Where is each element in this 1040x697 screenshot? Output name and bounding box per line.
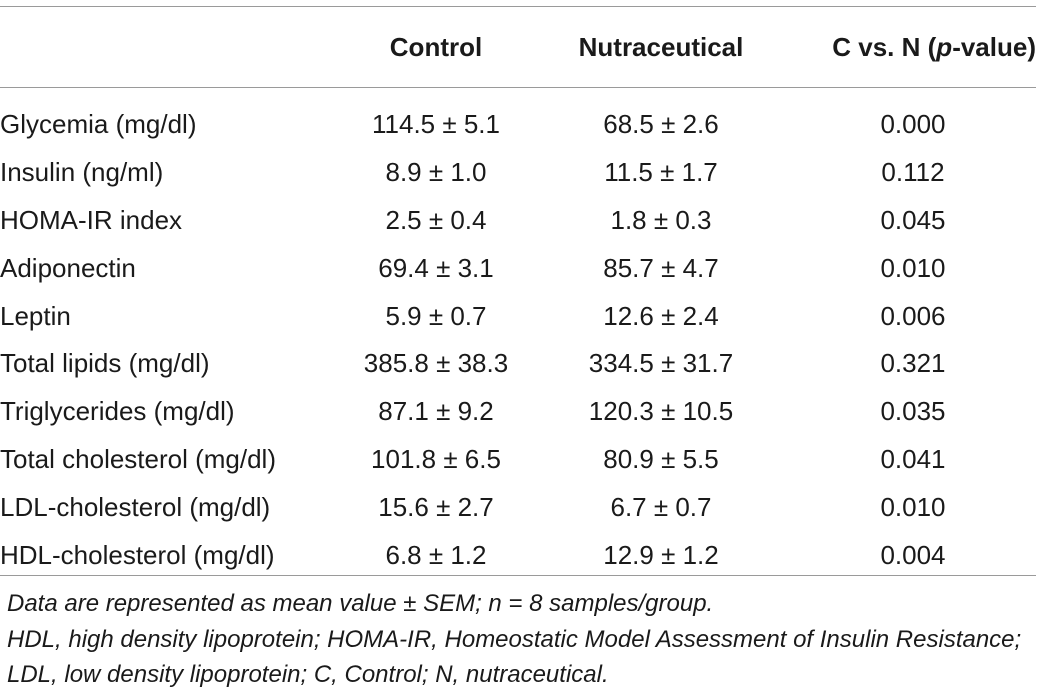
header-nutraceutical: Nutraceutical bbox=[578, 31, 744, 62]
row-label: Adiponectin bbox=[0, 252, 136, 283]
nutraceutical-value: 6.7 ± 0.7 bbox=[610, 491, 712, 522]
control-value: 101.8 ± 6.5 bbox=[371, 443, 501, 474]
header-comparison-suffix: -value) bbox=[952, 31, 1036, 62]
row-label: LDL-cholesterol (mg/dl) bbox=[0, 491, 271, 522]
p-value: 0.112 bbox=[881, 157, 945, 188]
control-value: 114.5 ± 5.1 bbox=[372, 109, 500, 140]
control-value: 87.1 ± 9.2 bbox=[378, 396, 494, 427]
p-value: 0.004 bbox=[880, 539, 946, 570]
row-label: Glycemia (mg/dl) bbox=[0, 109, 197, 140]
table-row: Total lipids (mg/dl) 385.8 ± 38.3 334.5 … bbox=[0, 340, 1036, 388]
header-rule bbox=[0, 87, 1036, 88]
header-comparison-p: p bbox=[936, 31, 953, 62]
nutraceutical-value: 12.6 ± 2.4 bbox=[603, 300, 719, 331]
p-value: 0.000 bbox=[880, 109, 946, 140]
nutraceutical-value: 68.5 ± 2.6 bbox=[603, 109, 719, 140]
p-value: 0.006 bbox=[880, 300, 946, 331]
control-value: 69.4 ± 3.1 bbox=[378, 252, 494, 283]
header-comparison-prefix: C vs. N ( bbox=[832, 31, 937, 62]
row-label: Leptin bbox=[0, 300, 71, 331]
control-value: 15.6 ± 2.7 bbox=[378, 491, 494, 522]
p-value: 0.010 bbox=[880, 491, 946, 522]
nutraceutical-value: 85.7 ± 4.7 bbox=[603, 252, 719, 283]
p-value: 0.035 bbox=[880, 396, 946, 427]
bottom-rule bbox=[0, 575, 1036, 576]
table-row: Total cholesterol (mg/dl) 101.8 ± 6.5 80… bbox=[0, 436, 1036, 484]
nutraceutical-value: 80.9 ± 5.5 bbox=[603, 443, 719, 474]
nutraceutical-value: 11.5 ± 1.7 bbox=[604, 157, 718, 188]
table-row: Adiponectin 69.4 ± 3.1 85.7 ± 4.7 0.010 bbox=[0, 244, 1036, 292]
table-row: Glycemia (mg/dl) 114.5 ± 5.1 68.5 ± 2.6 … bbox=[0, 87, 1036, 149]
header-label bbox=[0, 7, 340, 87]
nutraceutical-value: 12.9 ± 1.2 bbox=[603, 539, 719, 570]
control-value: 385.8 ± 38.3 bbox=[363, 348, 509, 379]
table-row: Insulin (ng/ml) 8.9 ± 1.0 11.5 ± 1.7 0.1… bbox=[0, 149, 1036, 197]
row-label: HDL-cholesterol (mg/dl) bbox=[0, 539, 275, 570]
p-value: 0.010 bbox=[880, 252, 946, 283]
table-footnote: Data are represented as mean value ± SEM… bbox=[7, 586, 1037, 693]
nutraceutical-value: 334.5 ± 31.7 bbox=[588, 348, 734, 379]
results-table: Control Nutraceutical C vs. N (p-value) … bbox=[0, 7, 1036, 579]
row-label: Total lipids (mg/dl) bbox=[0, 348, 210, 379]
footnote-line-2: HDL, high density lipoprotein; HOMA-IR, … bbox=[7, 625, 1022, 689]
p-value: 0.321 bbox=[880, 348, 946, 379]
table-body: Glycemia (mg/dl) 114.5 ± 5.1 68.5 ± 2.6 … bbox=[0, 87, 1036, 579]
nutraceutical-value: 120.3 ± 10.5 bbox=[588, 396, 734, 427]
table-row: Leptin 5.9 ± 0.7 12.6 ± 2.4 0.006 bbox=[0, 292, 1036, 340]
p-value: 0.045 bbox=[880, 204, 946, 235]
footnote-line-1: Data are represented as mean value ± SEM… bbox=[7, 590, 714, 617]
table-row: HDL-cholesterol (mg/dl) 6.8 ± 1.2 12.9 ±… bbox=[0, 531, 1036, 579]
header-control: Control bbox=[389, 31, 483, 62]
table-row: LDL-cholesterol (mg/dl) 15.6 ± 2.7 6.7 ±… bbox=[0, 483, 1036, 531]
table-row: HOMA-IR index 2.5 ± 0.4 1.8 ± 0.3 0.045 bbox=[0, 197, 1036, 245]
header-row: Control Nutraceutical C vs. N (p-value) bbox=[0, 7, 1036, 87]
control-value: 2.5 ± 0.4 bbox=[385, 204, 487, 235]
nutraceutical-value: 1.8 ± 0.3 bbox=[610, 204, 712, 235]
p-value: 0.041 bbox=[880, 443, 946, 474]
row-label: HOMA-IR index bbox=[0, 204, 183, 235]
control-value: 8.9 ± 1.0 bbox=[385, 157, 487, 188]
row-label: Total cholesterol (mg/dl) bbox=[0, 443, 276, 474]
table-row: Triglycerides (mg/dl) 87.1 ± 9.2 120.3 ±… bbox=[0, 388, 1036, 436]
top-rule bbox=[0, 6, 1036, 7]
control-value: 5.9 ± 0.7 bbox=[385, 300, 487, 331]
control-value: 6.8 ± 1.2 bbox=[385, 539, 487, 570]
header-comparison: C vs. N (p-value) bbox=[790, 7, 1036, 87]
row-label: Insulin (ng/ml) bbox=[0, 157, 164, 188]
row-label: Triglycerides (mg/dl) bbox=[0, 396, 235, 427]
